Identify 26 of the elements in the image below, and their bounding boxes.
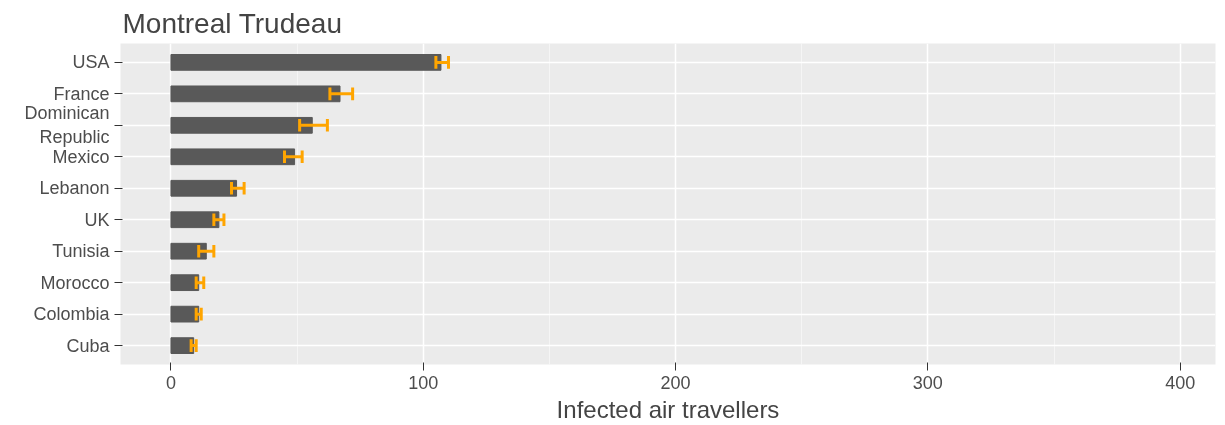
y-tick-label: Morocco <box>40 272 110 293</box>
x-tick-label: 0 <box>165 372 176 393</box>
x-tick-label: 200 <box>660 372 691 393</box>
x-tick-label: 300 <box>912 372 943 393</box>
bar <box>170 211 220 229</box>
y-tick-label: USA <box>72 52 110 73</box>
bar <box>170 179 238 197</box>
y-tick-label: Lebanon <box>39 178 110 199</box>
x-axis-title: Infected air travellers <box>556 395 780 423</box>
y-tick-label: France <box>53 83 110 104</box>
bar <box>170 148 296 166</box>
bar <box>170 305 200 323</box>
y-tick-label: Tunisia <box>52 241 111 262</box>
bar <box>170 54 442 71</box>
bar <box>170 116 313 134</box>
bar <box>170 242 207 260</box>
y-tick-label: Dominican Republic <box>24 103 110 148</box>
y-tick-label: Mexico <box>52 146 110 167</box>
y-tick-label: UK <box>84 209 110 230</box>
y-tick-label: Cuba <box>66 335 111 356</box>
x-tick-label: 400 <box>1165 372 1196 393</box>
y-tick-label: Colombia <box>33 304 111 325</box>
bar <box>170 274 200 292</box>
chart-title: Montreal Trudeau <box>122 7 342 39</box>
x-tick-label: 100 <box>408 372 439 393</box>
bar <box>170 85 341 103</box>
